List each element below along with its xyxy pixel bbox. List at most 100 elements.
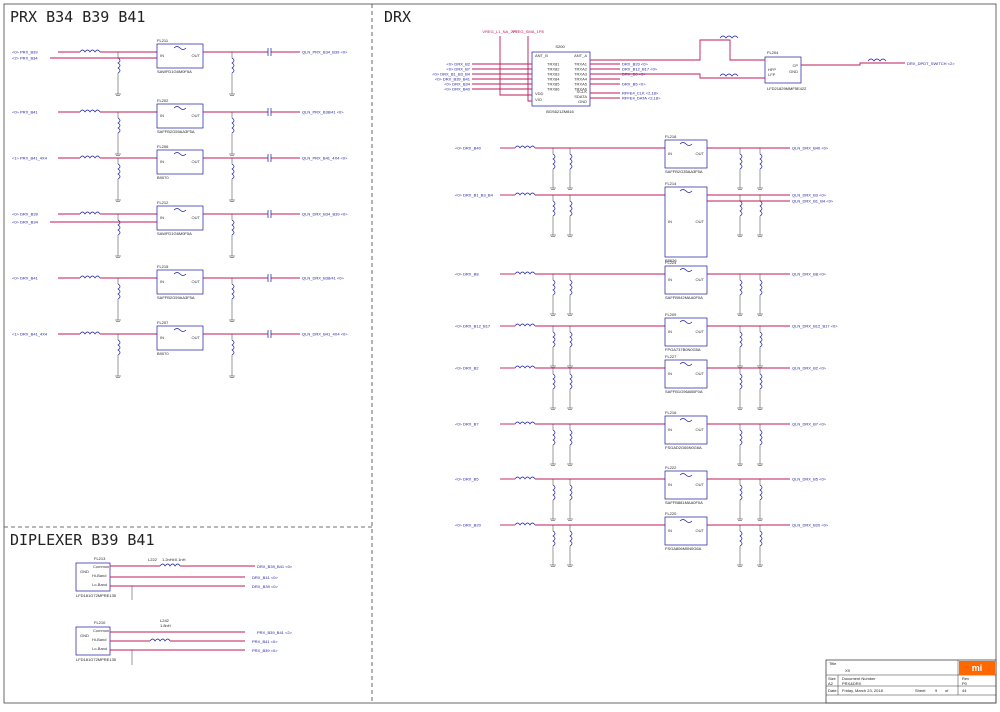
prx-2-filter-part: SAFFB2G59AA3F5A [157,129,195,134]
size-label: Size [828,676,837,681]
drx-0-filter-ref: FL218 [665,134,677,139]
drx-chain-4: <0> DRX_B2 FL227 SAFFB1G96AB0F0A IN OUT QLN_D… [455,354,827,410]
drx-input-label: <0> DRX_B20 [455,523,482,528]
prx-0-out-pin: OUT [192,53,201,58]
title-block: mi Title X9 Size A2 Document Number PRX&… [825,659,997,704]
sheet-value: 9 [935,688,938,693]
drx-chain-0: <0> DRX_B40 FL218 SAFFB2G35AA3F5A IN OUT QLN_… [455,134,829,190]
prx-input-label: <0> DRX_B39 [12,212,39,217]
prx-chain-6: <0> DRX_B41 FL215 SAFFB2G59AA3F5A IN OUT QLN_… [12,264,344,322]
section-title-diplexer: DIPLEXER B39 B41 [10,531,155,549]
prx-output-label: QLN_PRX_B41_4X4 <0> [302,156,348,161]
prx-circuit: <0> PRX_B39 FL211 SAWFD1G6M0F5A IN OUT QLN_PR… [12,38,348,378]
drx-output-label: QLN_DRX_B20 <0> [792,523,829,528]
drx-2-out-pin: OUT [696,277,705,282]
switch-input-label: <0> DRX_B2 [446,62,470,67]
drx-chain-7: <0> DRX_B20 FL220 FSGA806M0N0G6A IN OUT QLN_D… [455,511,829,567]
drx-5-filter-part: FSGAD2G65N0G6A [665,445,702,450]
prx-7-filter-ref: FL207 [157,320,169,325]
switch-pin-trxa: TRXA1 [574,62,588,67]
diplexer-top-out1: DRX_B39_B41 <0> [257,564,293,569]
diplexer-bottom-l-val: 1.8nH [160,623,171,628]
switch-pin-trxa: TRXA6 [574,87,588,92]
rev-label: Rev [962,676,969,681]
switch-vio: VIO [535,97,542,102]
prx-6-out-pin: OUT [192,279,201,284]
prx-3-in-pin: IN [160,159,164,164]
switch-ctrl-label: RFFE4_CLK <2,18> [622,91,659,96]
dpdt-output-label: DRX_DPDT_SWITCH <2> [907,61,955,66]
brand-logo [959,661,995,675]
prx-4-in-pin: IN [160,215,164,220]
prx-0-filter-ref: FL211 [157,38,169,43]
dpdt-ref: FL204 [767,50,779,55]
prx-chain-1: <2> PRX_B34 [12,56,157,61]
prx-chain-3: <1> PRX_B41_4X4 FL206 B9070 IN OUT QLN_PRX_B4… [12,144,348,202]
diplexer-top-out2: DRX_B41 <0> [252,575,278,580]
drx-output-label: QLN_DRX_B40 <0> [792,146,829,151]
switch-vdd: VDD [535,91,544,96]
drx-chain-3: <0> DRX_B12_B17 FL209 FPGA737B0N0G5A IN OUT Q… [455,312,838,368]
prx-output-label: QLN_DRX_B41_4X4 <0> [302,332,348,337]
switch-pin-trxb: TRX83 [547,72,560,77]
prx-output-label: QLN_PRX_B38/41 <0> [302,110,344,115]
drx-1-out-pin: OUT [696,219,705,224]
switch-ant-b: ANT_B [535,53,548,58]
drx-output-label: QLN_DRX_B5 <0> [792,477,827,482]
of-value: 44 [962,688,967,693]
section-title-prx: PRX B34 B39 B41 [10,8,145,26]
prx-2-in-pin: IN [160,113,164,118]
sheet-label: Sheet [915,688,926,693]
switch-output-label: DRX_B5 <0> [622,82,646,87]
dpdt-diplexer: FL204 LFD21829MMF5E422 HFP LFP CP GND DR… [590,35,955,91]
switch-pin-trxb: TRX84 [547,77,560,82]
vreg-sma: VREG_SMA_1P8 [512,29,544,34]
sheet-border [3,3,997,704]
date-label: Date: [828,688,838,693]
prx-4-filter-ref: FL212 [157,200,169,205]
diplexer-bottom-part: LFD181G72MPRE135 [76,657,117,662]
drx-4-filter-ref: FL227 [665,354,677,359]
prx-chain-0: <0> PRX_B39 FL211 SAWFD1G6M0F5A IN OUT QLN_PR… [12,38,348,96]
switch-pin-trxb: TRX82 [547,67,560,72]
dpdt-lfp: LFP [768,72,776,77]
switch-pin-trxb: TRX86 [547,87,560,92]
switch-pin-trxa: TRXA3 [574,72,588,77]
diplexer-top-lo: Lo-Band [92,582,107,587]
switch-pin-trxa: TRXA4 [574,77,588,82]
diplexer-bottom-out1: PRX_B39_B41 <2> [257,630,293,635]
drx-chain-1: <0> DRX_B1_B3_B4 FL214 B8626 IN OUT QLN_DRX_B… [455,181,834,263]
drx-3-filter-ref: FL209 [665,312,677,317]
doc-label: Document Number [842,676,876,681]
drx-7-filter-part: FSGA806M0N0G6A [665,546,702,551]
size-value: A2 [828,681,834,686]
drx-input-label: <0> DRX_B12_B17 [455,324,491,329]
diplexer-top-gnd: GND [80,569,89,574]
drx-7-filter-ref: FL220 [665,511,677,516]
drx-output-label: QLN_DRX_B7 <0> [792,422,827,427]
prx-0-filter-part: SAWFD1G6M0F5A [157,69,192,74]
prx-4-out-pin: OUT [192,215,201,220]
drx-5-in-pin: IN [668,427,672,432]
drx-1-in-pin: IN [668,219,672,224]
dpdt-cp: CP [792,63,798,68]
prx-6-in-pin: IN [160,279,164,284]
switch-input-label: <0> DRX_B1_B3_B4 [432,72,471,77]
drx-4-out-pin: OUT [696,371,705,376]
diplexer-bottom-out3: PRX_B39 <0> [252,648,278,653]
diplexer-bottom-l-ref: L242 [160,618,170,623]
drx-5-filter-ref: FL216 [665,410,677,415]
prx-input-label: <1> DRX_B41_4X4 [12,332,48,337]
switch-pin-trxb: TRX81 [547,62,560,67]
drx-6-in-pin: IN [668,482,672,487]
switch-output-label: DRX_B20 <0> [622,62,648,67]
prx-7-out-pin: OUT [192,335,201,340]
diplexer-bottom: FL210 LFD181G72MPRE135 Common GND Hi-Ban… [75,618,293,665]
dpdt-gnd: GND [789,69,798,74]
switch-ref: S200 [555,44,565,49]
drx-input-label: <0> DRX_B8 [455,272,479,277]
drx-input-label: <0> DRX_B2 [455,366,479,371]
prx-7-in-pin: IN [160,335,164,340]
